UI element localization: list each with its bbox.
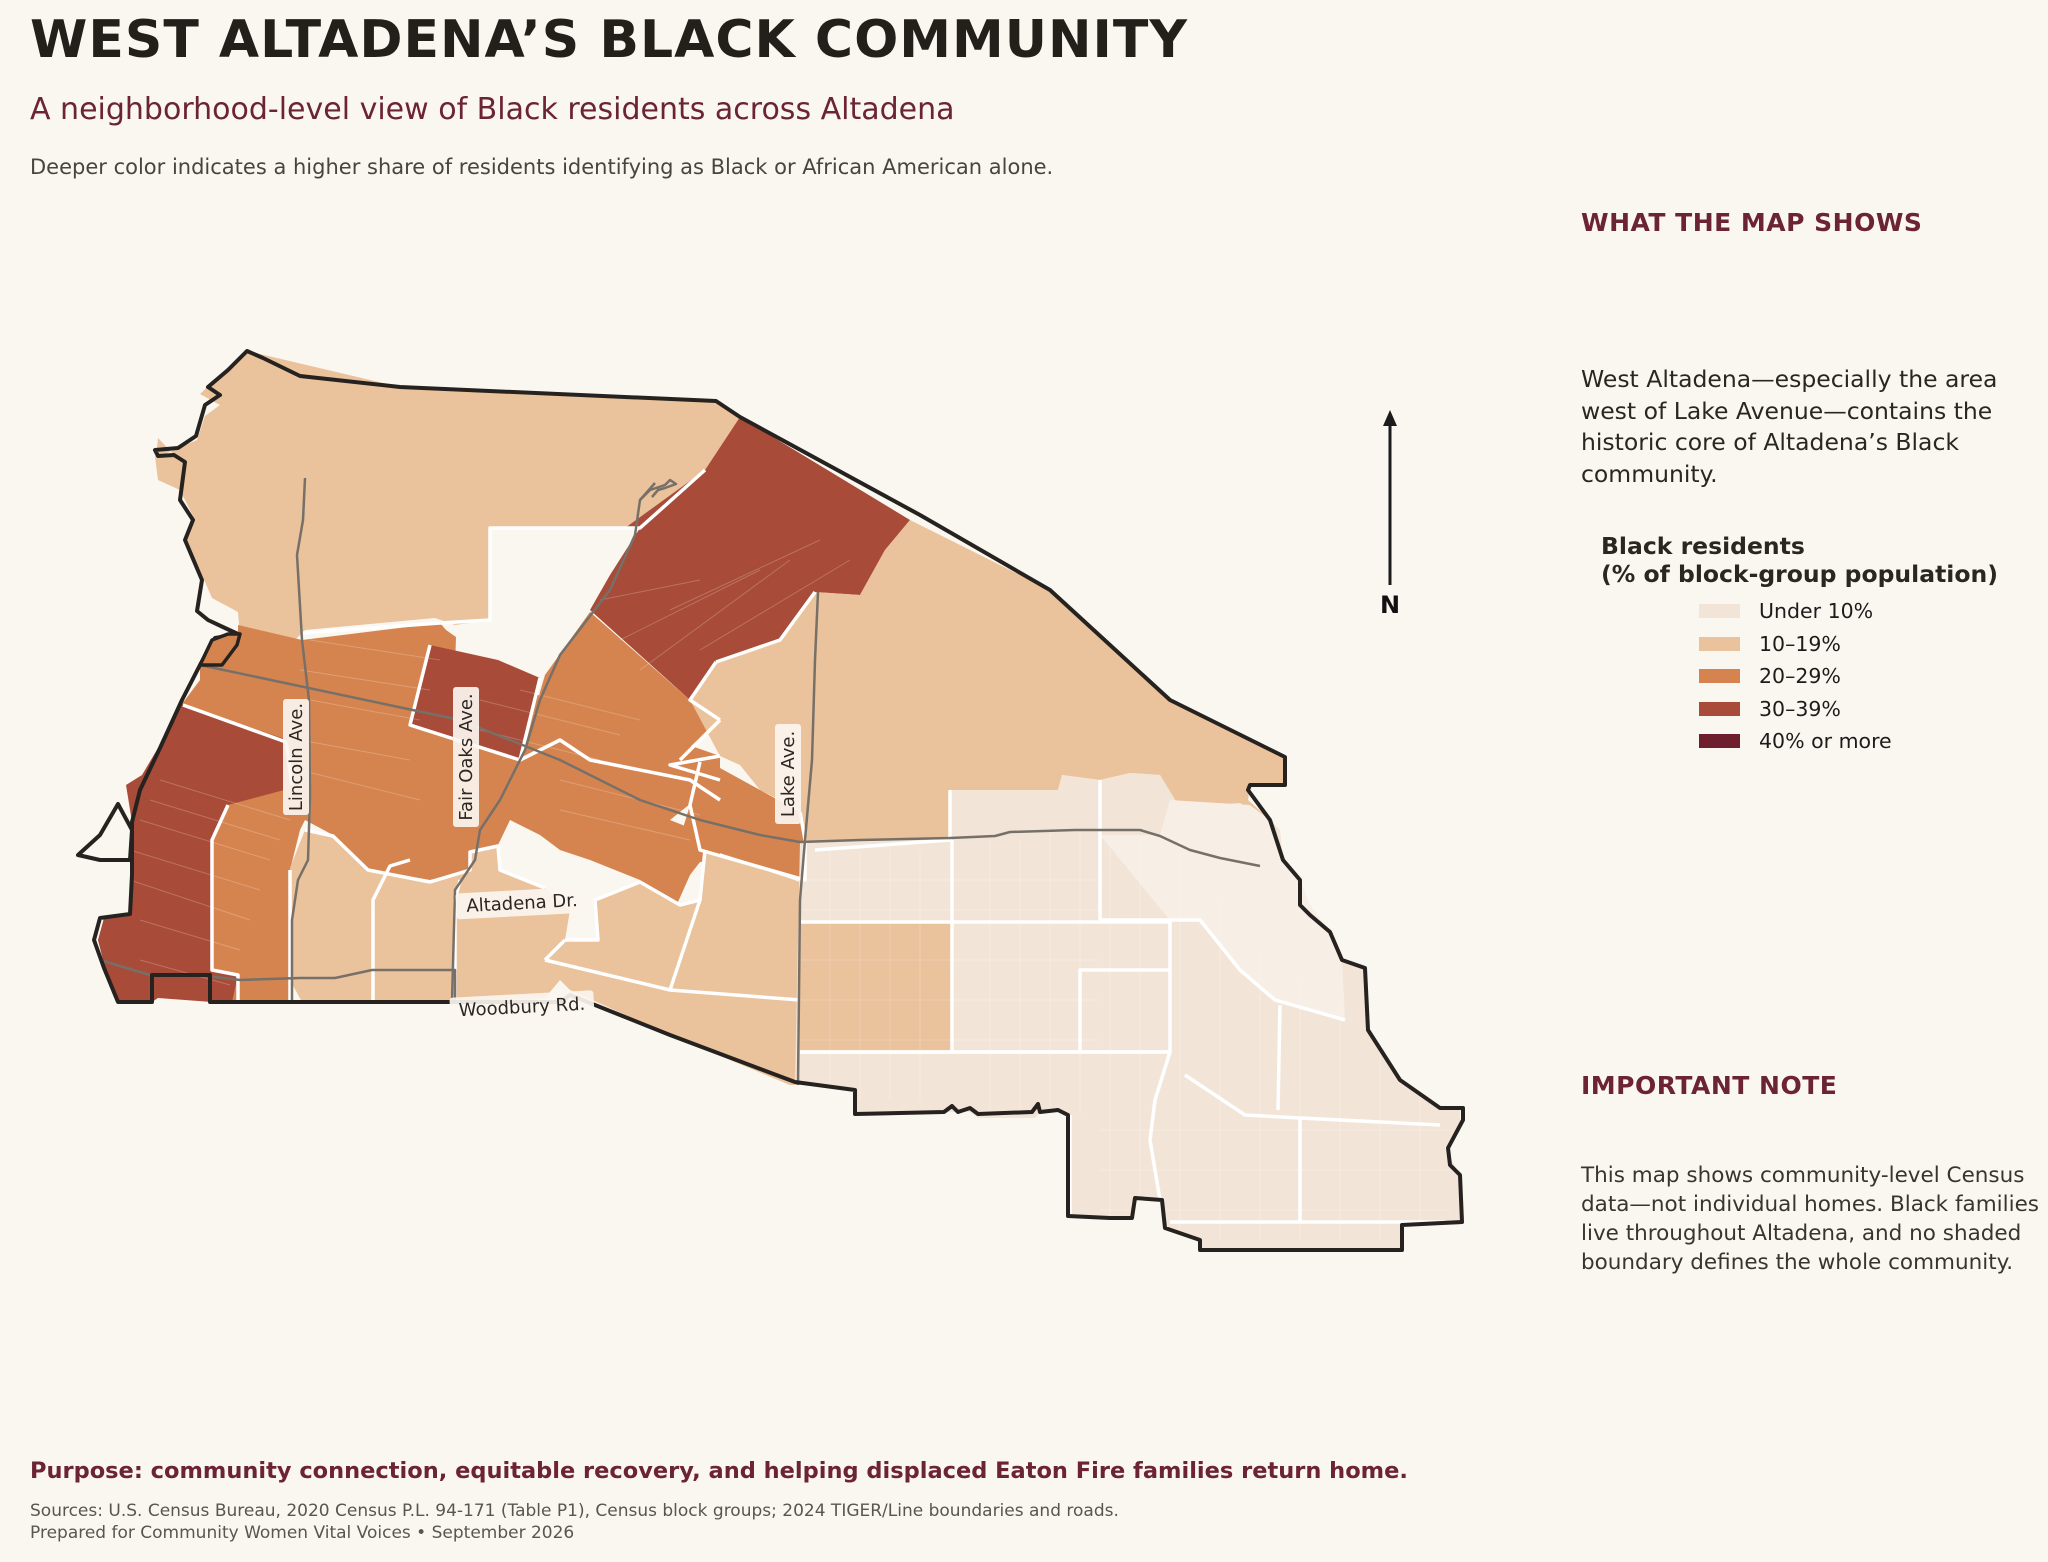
legend-title: Black residents (% of block-group popula… <box>1601 532 2031 588</box>
important-note-heading: IMPORTANT NOTE <box>1581 1071 1838 1100</box>
road-lake <box>796 591 820 1086</box>
legend-swatch <box>1699 669 1740 684</box>
prepared-for-line: Prepared for Community Women Vital Voice… <box>30 1523 575 1543</box>
road-lincoln <box>290 477 312 1002</box>
legend-swatch <box>1699 701 1740 716</box>
west-panhandle <box>198 632 242 667</box>
legend-label: 10–19% <box>1759 631 1841 656</box>
north-arrow: N <box>1380 410 1400 619</box>
label-woodbury-rd: Woodbury Rd. <box>449 990 595 1024</box>
legend-item: 20–29% <box>1699 660 2031 693</box>
street-grid <box>129 539 1450 1240</box>
legend-title-line1: Black residents <box>1601 532 1805 560</box>
region-lake-lower <box>680 762 805 880</box>
road-fair-oaks <box>450 482 656 1003</box>
region-northwest-hills <box>155 351 740 690</box>
label-fair-oaks-ave: Fair Oaks Ave. <box>453 687 479 827</box>
page-title: WEST ALTADENA’S BLACK COMMUNITY <box>30 10 1188 70</box>
legend-label: 20–29% <box>1759 664 1841 689</box>
region-lake-block <box>800 922 952 1052</box>
svg-text:Lake Ave.: Lake Ave. <box>778 731 799 817</box>
north-label: N <box>1380 591 1400 619</box>
legend-item: Under 10% <box>1699 595 2031 628</box>
region-fair-oaks-band <box>520 612 720 800</box>
what-map-shows-text: West Altadena—especially the area west o… <box>1581 365 1998 488</box>
map-description: Deeper color indicates a higher share of… <box>30 155 1054 179</box>
altadena-boundary <box>92 349 1465 1252</box>
label-altadena-dr: Altadena Dr. <box>455 886 589 920</box>
census-block-groups <box>98 351 1460 1250</box>
what-map-shows-heading: WHAT THE MAP SHOWS <box>1581 208 1923 237</box>
region-north-of-lake <box>690 520 1285 850</box>
sources-note: Sources: U.S. Census Bureau, 2020 Census… <box>30 1500 1119 1544</box>
important-note-text: This map shows community-level Census da… <box>1581 1163 2040 1275</box>
legend-item: 10–19% <box>1699 628 2031 661</box>
region-lincoln-corridor <box>182 623 720 1002</box>
region-northeast-canyon <box>590 417 910 700</box>
page-subtitle: A neighborhood-level view of Black resid… <box>30 92 955 127</box>
legend-item: 40% or more <box>1699 725 2031 758</box>
north-arrow-icon <box>1383 410 1397 426</box>
legend-swatch <box>1699 734 1740 749</box>
legend-swatch <box>1699 604 1740 619</box>
svg-text:Fair Oaks Ave.: Fair Oaks Ave. <box>456 693 477 820</box>
legend-label: 40% or more <box>1759 729 1892 754</box>
choropleth-map: Lincoln Ave. Fair Oaks Ave. Lake Ave. Al… <box>76 349 1465 1252</box>
region-south-altadena-dr <box>290 830 800 1085</box>
road-labels: Lincoln Ave. Fair Oaks Ave. Lake Ave. Al… <box>283 687 801 1024</box>
svg-text:Lincoln Ave.: Lincoln Ave. <box>286 703 307 811</box>
altadena-island <box>76 802 134 862</box>
road-foothill-hook <box>639 478 678 501</box>
legend-swatch <box>1699 636 1740 651</box>
label-lake-ave: Lake Ave. <box>775 724 801 824</box>
map-legend: Black residents (% of block-group popula… <box>1601 532 2031 758</box>
sources-line: Sources: U.S. Census Bureau, 2020 Census… <box>30 1501 1119 1521</box>
region-east-pocket <box>1100 800 1345 1020</box>
legend-title-line2: (% of block-group population) <box>1601 560 1998 588</box>
legend-label: 30–39% <box>1759 696 1841 721</box>
map-canvas: Lincoln Ave. Fair Oaks Ave. Lake Ave. Al… <box>76 349 1465 1252</box>
legend-item: 30–39% <box>1699 693 2031 726</box>
legend-label: Under 10% <box>1759 599 1874 624</box>
purpose-statement: Purpose: community connection, equitable… <box>30 1458 1408 1484</box>
legend-items: Under 10% 10–19% 20–29% 30–39% 40% or mo… <box>1601 595 2031 758</box>
label-lincoln-ave: Lincoln Ave. <box>283 699 309 815</box>
road-altadena-connector <box>199 663 1261 868</box>
